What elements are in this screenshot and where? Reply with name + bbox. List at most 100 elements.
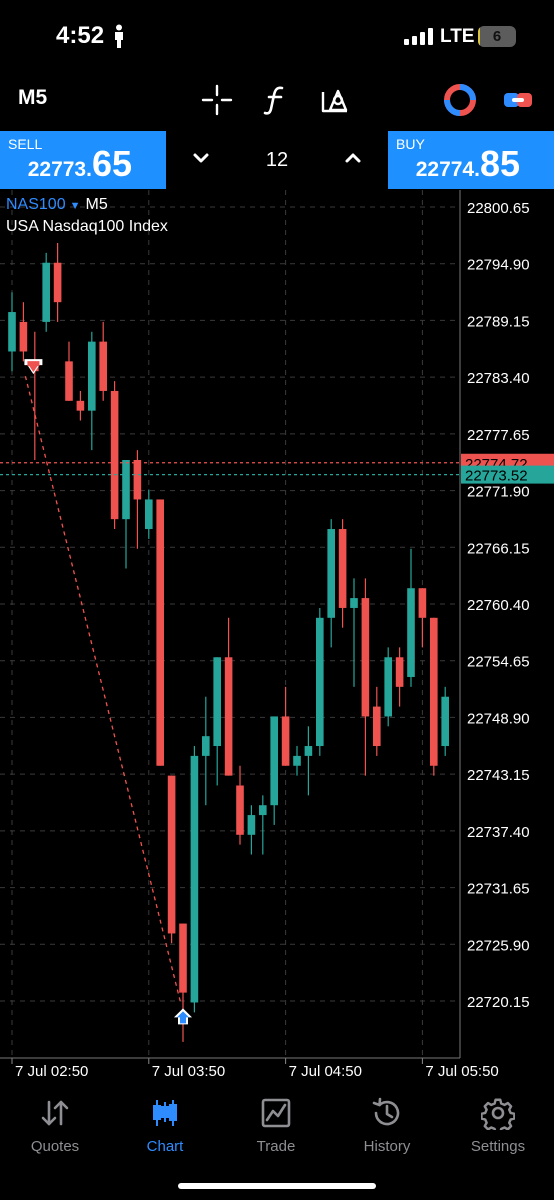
symbol-row: NAS100 ▼ M5 <box>6 196 108 214</box>
candle-body <box>384 657 392 717</box>
chevron-down-icon[interactable] <box>190 147 212 169</box>
caret-down-icon[interactable]: ▼ <box>69 200 81 212</box>
candle-body <box>76 400 85 411</box>
y-tick-label: 22771.90 <box>467 484 530 501</box>
settings-icon <box>481 1098 515 1130</box>
candle-body <box>327 529 335 618</box>
status-time: 4:52 <box>56 22 105 49</box>
candle-body <box>110 390 119 520</box>
buy-button[interactable]: BUY 22774.85 <box>388 131 554 189</box>
y-tick-label: 22789.15 <box>467 313 530 330</box>
cellular-signal-icon <box>404 28 433 45</box>
y-tick-label: 22766.15 <box>467 540 530 557</box>
y-tick-label: 22731.65 <box>467 881 530 898</box>
candle-body <box>259 805 267 816</box>
sell-button[interactable]: SELL 22773.65 <box>0 131 166 189</box>
y-tick-label: 22783.40 <box>467 370 530 387</box>
candle-body <box>247 815 256 835</box>
bottom-nav: Quotes Chart Trade History <box>0 1088 554 1200</box>
y-tick-label: 22794.90 <box>467 257 530 274</box>
candle-body <box>42 262 50 322</box>
candle-body <box>407 588 415 677</box>
buy-price-big: 85 <box>479 143 520 184</box>
buy-label: BUY <box>396 136 425 152</box>
candle-body <box>224 657 233 776</box>
y-tick-label: 22737.40 <box>467 824 530 841</box>
buy-price-main: 22774. <box>415 158 480 181</box>
y-tick-label: 22754.65 <box>467 654 530 671</box>
candle-body <box>395 657 404 687</box>
candle-body <box>88 341 96 411</box>
chart-toolbar: M5 <box>0 76 554 130</box>
candle-body <box>281 716 290 766</box>
symbol-description: USA Nasdaq100 Index <box>6 218 168 235</box>
nav-chart[interactable]: Chart <box>110 1096 220 1160</box>
chart-timeframe: M5 <box>85 196 108 213</box>
quotes-icon <box>41 1100 69 1126</box>
status-bar: 4:52 LTE 6 <box>0 0 554 76</box>
history-icon <box>372 1097 400 1126</box>
candle-body <box>145 499 153 530</box>
candle-body <box>99 341 107 391</box>
y-tick-label: 22760.40 <box>467 597 530 614</box>
objects-icon[interactable] <box>318 82 354 118</box>
candle-body <box>293 755 301 766</box>
candle-body <box>338 529 347 608</box>
toggle-trading-icon[interactable] <box>500 82 536 118</box>
y-tick-label: 22720.15 <box>467 994 530 1011</box>
one-click-trading-panel: SELL 22773.65 12 BUY 22774.85 <box>0 131 554 189</box>
battery-icon: 6 <box>478 26 516 47</box>
candle-body <box>202 736 210 756</box>
candle-body <box>373 706 381 747</box>
candle-body <box>19 321 28 352</box>
nav-trade[interactable]: Trade <box>221 1096 331 1160</box>
y-tick-label: 22800.65 <box>467 200 530 217</box>
candle-body <box>190 755 199 1003</box>
candle-body <box>133 459 142 500</box>
trade-connector-line <box>24 376 182 1005</box>
bid-price-label: 22773.52 <box>465 468 528 485</box>
chart-area[interactable]: NAS100 ▼ M5 USA Nasdaq100 Index 22800.65 22… <box>0 190 554 1088</box>
y-tick-label: 22743.15 <box>467 767 530 784</box>
candle-body <box>316 617 324 747</box>
person-icon <box>115 24 123 48</box>
candle-body <box>122 459 130 520</box>
candle-body <box>418 588 427 618</box>
chevron-up-icon[interactable] <box>342 147 364 169</box>
candle-body <box>8 312 16 352</box>
timeframe-selector[interactable]: M5 <box>18 86 48 109</box>
nav-label: Trade <box>256 1138 296 1155</box>
candle-body <box>213 657 221 747</box>
battery-level: 6 <box>492 28 502 45</box>
network-type: LTE <box>440 26 475 47</box>
sell-price-big: 65 <box>91 143 132 184</box>
y-tick-label: 22777.65 <box>467 427 530 444</box>
candle-body <box>236 785 244 835</box>
y-tick-label: 22725.90 <box>467 937 530 954</box>
home-indicator <box>178 1183 376 1189</box>
symbol-name[interactable]: NAS100 <box>6 196 66 213</box>
chart-icon <box>153 1100 177 1126</box>
candlestick-chart[interactable]: 22800.65 22794.90 22789.15 22783.40 22777.65… <box>0 190 554 1088</box>
crosshair-icon[interactable] <box>199 82 235 118</box>
candle-body <box>304 746 313 756</box>
nav-history[interactable]: History <box>332 1096 442 1160</box>
candle-body <box>65 361 73 401</box>
candle-body <box>270 716 278 806</box>
nav-settings[interactable]: Settings <box>443 1096 553 1160</box>
candle-body <box>441 696 449 747</box>
nav-label: Chart <box>146 1138 184 1155</box>
nav-label: History <box>363 1138 411 1155</box>
nav-label: Settings <box>470 1138 526 1155</box>
candle-body <box>430 617 438 766</box>
x-tick-label: 7 Jul 05:50 <box>425 1063 498 1080</box>
candle-body <box>167 775 176 934</box>
lot-stepper: 12 <box>166 131 388 189</box>
candle-body <box>350 598 358 608</box>
signal-icon[interactable] <box>442 82 478 118</box>
function-icon[interactable] <box>258 82 294 118</box>
candle-body <box>53 262 62 303</box>
sell-label: SELL <box>8 136 43 152</box>
lot-value[interactable]: 12 <box>265 149 289 171</box>
nav-quotes[interactable]: Quotes <box>0 1096 110 1160</box>
